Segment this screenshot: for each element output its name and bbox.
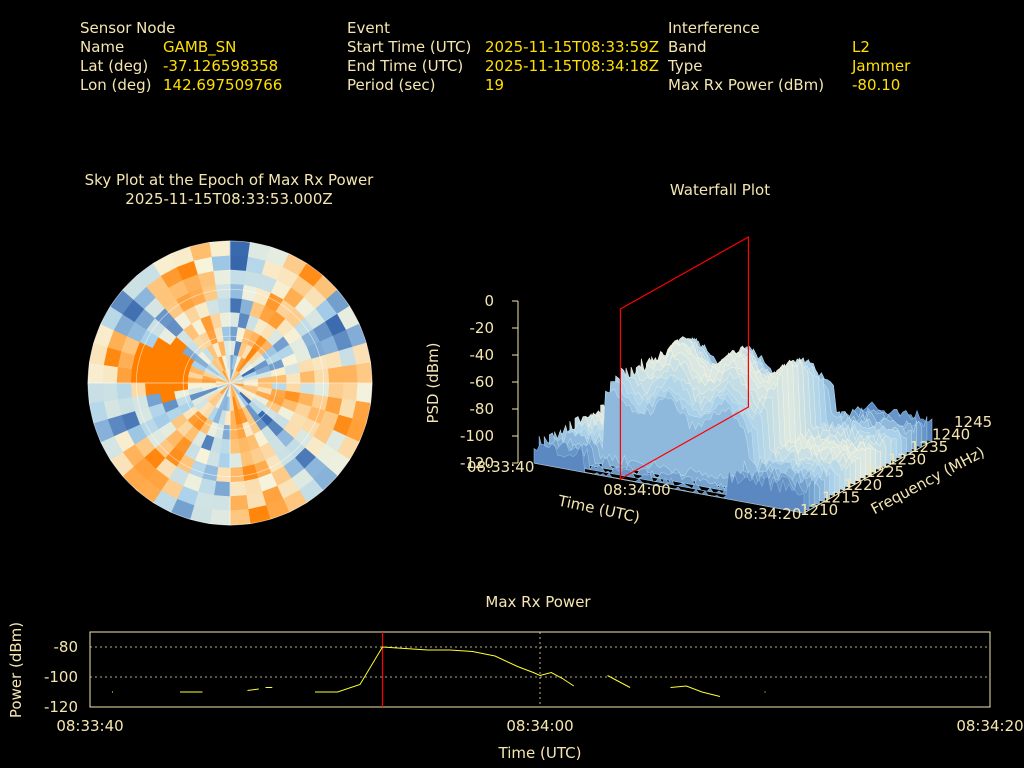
waterfall-freq-axis <box>803 440 933 514</box>
waterfall-time-tick-label: 08:34:00 <box>603 481 670 499</box>
event-period-value: 19 <box>485 76 505 94</box>
interference-power-label: Max Rx Power (dBm) <box>668 76 825 94</box>
waterfall-freq-tick-label: 1245 <box>954 413 992 431</box>
sensor-node-title: Sensor Node <box>80 19 176 37</box>
interference-band-label: Band <box>668 38 707 56</box>
maxpower-y-tick-label: -80 <box>54 638 79 656</box>
waterfall-time-tick-label: 08:33:40 <box>467 458 534 476</box>
event-end-value: 2025-11-15T08:34:18Z <box>485 57 659 75</box>
maxpower-x-tick-label: 08:34:20 <box>956 717 1023 735</box>
event-start-label: Start Time (UTC) <box>347 38 472 56</box>
interference-type-value: Jammer <box>852 57 911 75</box>
waterfall-z-tick-label: -60 <box>470 373 495 391</box>
maxpower-series-line <box>315 646 575 693</box>
sensor-lon-label: Lon (deg) <box>80 76 152 94</box>
waterfall-z-axis-label: PSD (dBm) <box>424 342 442 423</box>
maxpower-x-tick-label: 08:34:00 <box>506 717 573 735</box>
event-end-label: End Time (UTC) <box>347 57 464 75</box>
event-start-value: 2025-11-15T08:33:59Z <box>485 38 659 56</box>
waterfall-time-tick-label: 08:34:20 <box>734 505 801 523</box>
waterfall-freq-tick-label: 1210 <box>800 501 838 519</box>
sensor-lat-value: -37.126598358 <box>163 57 279 75</box>
maxpower-y-tick-label: -120 <box>44 698 78 716</box>
skyplot-subtitle: 2025-11-15T08:33:53.000Z <box>125 190 333 208</box>
waterfall-freq-tick-label: 1215 <box>822 488 860 506</box>
sensor-name-value: GAMB_SN <box>163 38 237 56</box>
maxpower-x-axis-label: Time (UTC) <box>498 744 582 762</box>
sensor-lon-value: 142.697509766 <box>163 76 283 94</box>
waterfall-z-tick-label: 0 <box>484 292 494 310</box>
waterfall-z-tick-label: -100 <box>460 427 494 445</box>
waterfall-z-tick-label: -120 <box>460 454 494 472</box>
event-title: Event <box>347 19 390 37</box>
sensor-lat-label: Lat (deg) <box>80 57 149 75</box>
maxpower-series-line <box>607 675 631 688</box>
waterfall-freq-tick-label: 1240 <box>932 425 970 443</box>
maxpower-y-tick-label: -100 <box>44 668 78 686</box>
interference-title: Interference <box>668 19 760 37</box>
interference-band-value: L2 <box>852 38 870 56</box>
waterfall-freq-tick-label: 1225 <box>866 463 904 481</box>
event-period-label: Period (sec) <box>347 76 436 94</box>
maxpower-title: Max Rx Power <box>485 593 591 611</box>
waterfall-title: Waterfall Plot <box>669 181 771 199</box>
waterfall-freq-tick-label: 1235 <box>910 438 948 456</box>
waterfall-freq-tick-label: 1220 <box>844 476 882 494</box>
sensor-name-label: Name <box>80 38 125 56</box>
maxpower-series-line <box>670 685 721 697</box>
waterfall-marker-plane <box>619 235 750 481</box>
waterfall-freq-tick-label: 1230 <box>888 451 926 469</box>
interference-type-label: Type <box>668 57 703 75</box>
skyplot-title: Sky Plot at the Epoch of Max Rx Power <box>84 171 374 189</box>
waterfall-spectrum-slice <box>533 443 805 514</box>
maxpower-series-line <box>247 688 259 691</box>
maxpower-y-axis-label: Power (dBm) <box>7 622 25 718</box>
waterfall-z-tick-label: -40 <box>470 346 495 364</box>
waterfall-z-tick-label: -80 <box>470 400 495 418</box>
waterfall-z-tick-label: -20 <box>470 319 495 337</box>
maxpower-x-tick-label: 08:33:40 <box>56 717 123 735</box>
interference-power-value: -80.10 <box>852 76 901 94</box>
